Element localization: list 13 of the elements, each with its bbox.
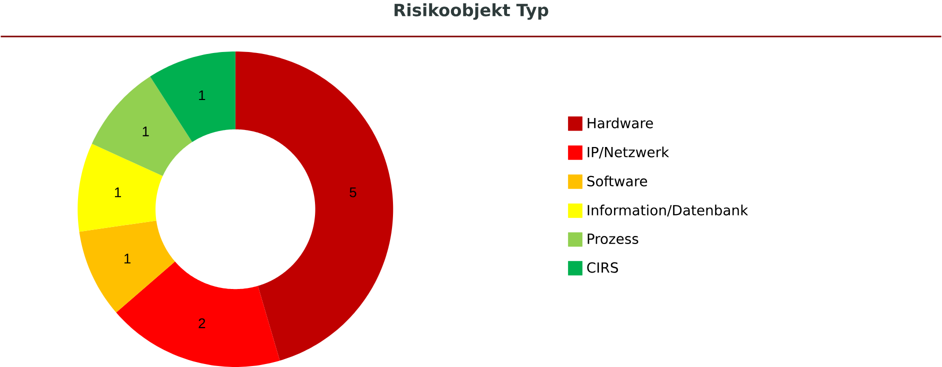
legend-label: IP/Netzwerk <box>588 146 670 158</box>
legend-label: Information/Datenbank <box>588 204 748 217</box>
legend-label: Software <box>587 176 648 186</box>
data-label: 5 <box>350 187 356 198</box>
data-label: 1 <box>114 188 121 198</box>
data-label: 1 <box>199 90 206 100</box>
legend-label: Prozess <box>588 234 638 244</box>
chart-title: Risikoobjekt Typ <box>394 3 548 20</box>
data-label: 2 <box>198 318 206 328</box>
legend-label: CIRS <box>587 262 618 273</box>
data-label: 1 <box>124 254 131 264</box>
data-label: 1 <box>142 126 149 136</box>
legend-label: Hardware <box>588 118 653 128</box>
